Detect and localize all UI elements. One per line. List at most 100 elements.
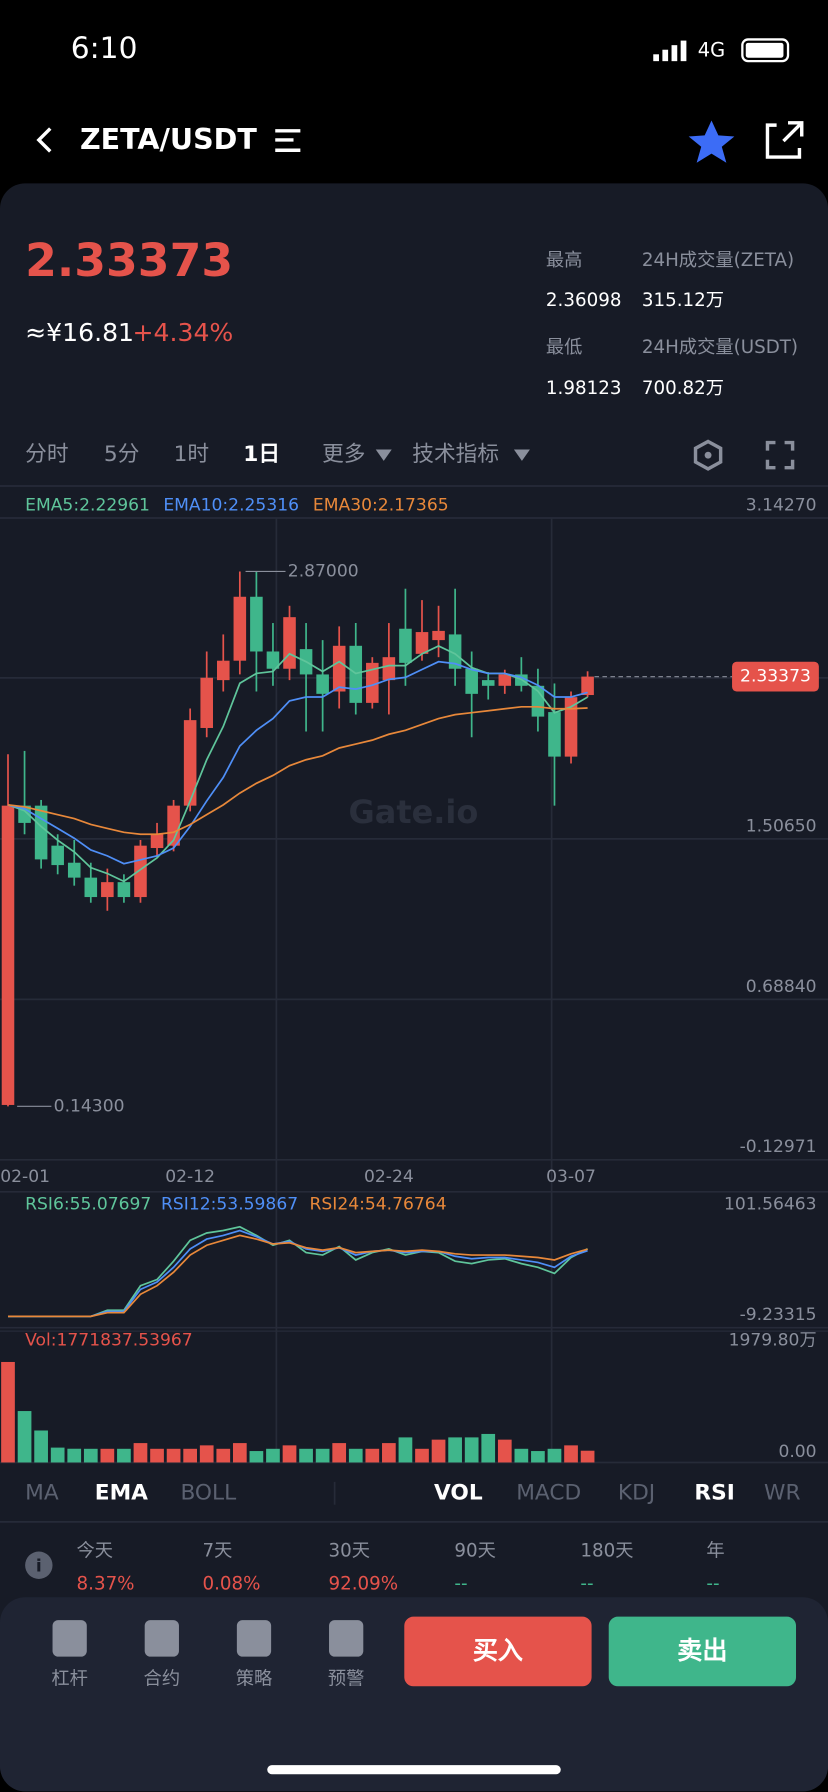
toolbar-label: 合约 <box>144 1668 181 1689</box>
share-icon[interactable] <box>765 121 804 159</box>
candle-body <box>448 634 462 669</box>
volume-bar <box>531 1451 545 1463</box>
period-tab[interactable]: 分时 <box>25 442 68 467</box>
indicator-tab[interactable]: RSI <box>694 1480 734 1505</box>
return-label: 今天 <box>77 1541 114 1562</box>
legend-entry: RSI6:55.07697 <box>25 1194 151 1214</box>
toolbar-icon[interactable] <box>329 1620 364 1657</box>
volume-bar <box>299 1448 313 1463</box>
volume-bar <box>431 1439 446 1463</box>
return-label: 90天 <box>454 1541 496 1562</box>
pair-title: ZETA/USDT <box>80 122 257 156</box>
legend-entry: RSI24:54.76764 <box>310 1194 447 1214</box>
settings-icon[interactable] <box>693 439 723 471</box>
return-value: 92.09% <box>328 1574 398 1595</box>
volume-bar <box>481 1433 496 1463</box>
rsi-line <box>7 1234 588 1318</box>
toolbar-label: 杠杆 <box>51 1668 88 1689</box>
indicator-tab[interactable]: MACD <box>516 1480 581 1505</box>
volume-bar <box>117 1448 131 1463</box>
stat-label: 24H成交量(USDT) <box>642 337 798 358</box>
candle-body <box>266 651 280 669</box>
buy-label: 买入 <box>473 1636 523 1665</box>
volume-bar <box>348 1448 363 1463</box>
return-value: -- <box>580 1574 593 1595</box>
cny-price: ≈¥16.81 <box>25 318 134 347</box>
volume-bar <box>580 1450 595 1463</box>
candle-body <box>481 680 495 686</box>
min-label: 0.14300 <box>54 1096 125 1116</box>
return-value: 8.37% <box>77 1574 135 1595</box>
y-tick-label: 0.00 <box>778 1442 816 1462</box>
menu-icon[interactable] <box>275 129 301 152</box>
stat-value: 700.82万 <box>642 378 724 399</box>
volume-bar <box>133 1443 148 1463</box>
return-value: -- <box>454 1574 467 1595</box>
candle-body <box>332 645 346 692</box>
candle-body <box>382 657 396 681</box>
stat-value: 2.36098 <box>546 290 622 311</box>
period-tab[interactable]: 更多 <box>322 442 365 467</box>
ema-line <box>7 660 588 865</box>
stat-label: 24H成交量(ZETA) <box>642 250 794 271</box>
favorite-star[interactable] <box>688 120 735 163</box>
candle-body <box>67 862 81 878</box>
stat-label: 最高 <box>546 250 583 271</box>
toolbar-icon[interactable] <box>144 1620 179 1657</box>
volume-bar <box>83 1448 98 1463</box>
buy-button[interactable] <box>404 1616 592 1687</box>
period-tab[interactable]: 1日 <box>243 442 280 467</box>
indicator-tab[interactable]: MA <box>25 1480 59 1505</box>
sell-label: 卖出 <box>677 1636 727 1665</box>
period-tab[interactable]: 5分 <box>104 442 140 467</box>
volume-bar <box>249 1451 264 1463</box>
ema-line <box>7 705 588 836</box>
candle-body <box>498 674 512 686</box>
last-price: 2.33373 <box>25 234 233 287</box>
candle-body <box>134 845 147 898</box>
indicator-tab[interactable]: KDJ <box>618 1480 655 1505</box>
volume-bar <box>17 1411 32 1463</box>
indicator-tab[interactable]: BOLL <box>180 1480 236 1505</box>
y-tick-label: -0.12971 <box>740 1137 817 1157</box>
fullscreen-icon[interactable] <box>765 440 795 470</box>
period-tab[interactable]: 1时 <box>174 442 210 467</box>
return-label: 年 <box>706 1541 724 1562</box>
candle-body <box>465 668 478 694</box>
sell-button[interactable] <box>608 1616 797 1687</box>
period-tab[interactable]: 技术指标 <box>412 442 499 467</box>
candle-body <box>167 805 180 846</box>
clock: 6:10 <box>71 31 138 66</box>
candle-body <box>581 676 594 696</box>
candle-body <box>432 630 445 641</box>
volume-bar <box>448 1437 462 1463</box>
network: 4G <box>698 38 725 61</box>
volume-bar <box>382 1443 396 1463</box>
info-icon[interactable] <box>25 1551 53 1579</box>
candle-body <box>415 632 429 654</box>
candle-body <box>216 660 230 681</box>
back-button[interactable] <box>36 127 52 153</box>
indicator-tab[interactable]: VOL <box>434 1480 483 1505</box>
indicator-tab[interactable]: WR <box>764 1480 801 1505</box>
toolbar-icon[interactable] <box>52 1620 87 1657</box>
panel <box>0 183 828 1792</box>
candle-body <box>399 628 412 663</box>
volume-bar <box>365 1448 380 1463</box>
volume-bar <box>398 1437 413 1463</box>
dropdown-arrow <box>375 449 392 461</box>
indicator-tab[interactable]: EMA <box>95 1480 148 1505</box>
toolbar-label: 策略 <box>236 1668 273 1689</box>
candle-body <box>183 720 197 806</box>
stat-label: 最低 <box>546 337 583 358</box>
toolbar-icon[interactable] <box>236 1620 272 1657</box>
volume-bar <box>199 1445 214 1463</box>
rsi-line <box>7 1225 588 1318</box>
y-tick-label: 101.56463 <box>724 1194 817 1214</box>
candle-body <box>548 712 561 757</box>
volume-bar <box>183 1448 198 1463</box>
home-indicator <box>267 1765 561 1775</box>
x-tick-label: 02-12 <box>165 1167 215 1187</box>
candle-body <box>150 834 164 849</box>
